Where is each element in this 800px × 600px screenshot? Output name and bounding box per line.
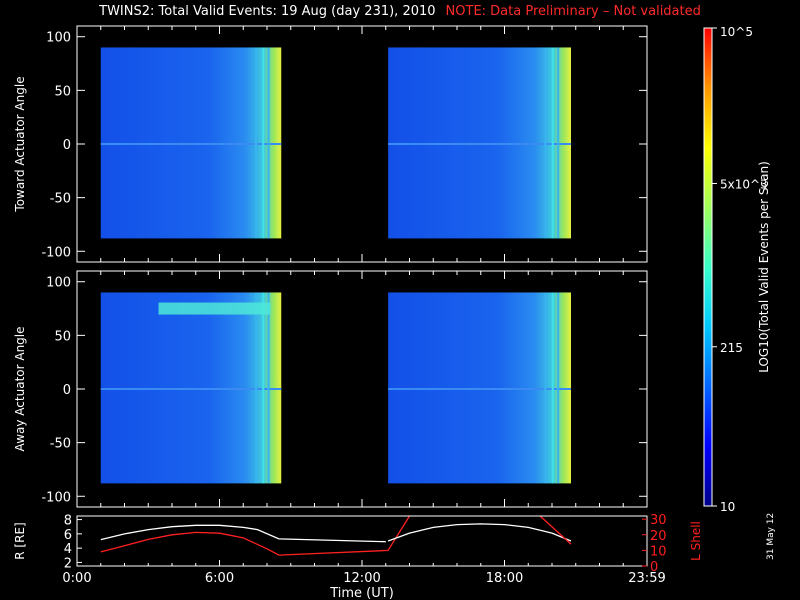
y-axis-label: Away Actuator Angle xyxy=(13,326,27,451)
l-shell-series-2 xyxy=(100,516,411,556)
y-tick-label: -50 xyxy=(50,192,71,207)
r-series-1 xyxy=(100,524,386,543)
data-block-1 xyxy=(100,47,282,239)
y-tick-label: -100 xyxy=(41,490,71,505)
orbit-lines xyxy=(100,516,572,556)
y-tick-label: 50 xyxy=(54,84,71,99)
y-tick-label: 0 xyxy=(63,383,71,398)
l-shell-axis-label: L Shell xyxy=(689,521,703,561)
l-tick-label: 10 xyxy=(650,544,667,559)
r-tick-label: 8 xyxy=(64,514,72,529)
r-tick-label: 4 xyxy=(64,542,72,557)
date-stamp: 31 May 12 xyxy=(766,512,776,560)
colorbar-tick-label: 10^5 xyxy=(720,25,753,39)
x-tick-label: 0:00 xyxy=(62,571,91,586)
l-tick-label: 30 xyxy=(650,513,667,528)
l-tick-label: 0 xyxy=(650,560,658,575)
colorbar-tick-label: 5x10^3 xyxy=(720,177,768,191)
x-tick-label: 23:59 xyxy=(628,571,665,586)
data-block-2 xyxy=(388,292,571,484)
y-tick-label: 100 xyxy=(46,276,71,291)
r-tick-label: 2 xyxy=(64,556,72,571)
data-block-1 xyxy=(100,292,282,484)
colorbar-label: LOG10(Total Valid Events per Scan) xyxy=(757,161,771,373)
chart-title: TWINS2: Total Valid Events: 19 Aug (day … xyxy=(0,4,800,19)
high-count-band xyxy=(158,302,271,315)
r-series-3 xyxy=(387,523,572,542)
l-tick-label: 20 xyxy=(650,529,667,544)
colorbar: 10 215 5x10^3 10^5 LOG10(Total Valid Events … xyxy=(703,25,771,514)
x-tick-label: 6:00 xyxy=(205,571,234,586)
y-tick-label: 50 xyxy=(54,329,71,344)
r-tick-label: 6 xyxy=(64,528,72,543)
x-tick-label: 12:00 xyxy=(343,571,380,586)
colorbar-tick-label: 10 xyxy=(720,500,735,514)
y-tick-label: -50 xyxy=(50,437,71,452)
title-main: TWINS2: Total Valid Events: 19 Aug (day … xyxy=(99,4,436,19)
l-shell-series-4 xyxy=(539,516,572,545)
r-axis-label: R [RE] xyxy=(13,522,27,559)
toward-panel: 100 50 0 -50 -100 Toward Actuator Angle xyxy=(13,25,648,263)
data-block-2 xyxy=(388,47,571,239)
x-axis-label: Time (UT) xyxy=(329,586,394,600)
colorbar-tick-label: 215 xyxy=(720,341,743,355)
away-panel: 100 50 0 -50 -100 Away Actuator Angle xyxy=(13,270,648,508)
colorbar-gradient xyxy=(703,27,713,507)
y-tick-label: 0 xyxy=(63,138,71,153)
y-tick-label: 100 xyxy=(46,31,71,46)
y-axis-label: Toward Actuator Angle xyxy=(13,76,27,212)
y-tick-label: -100 xyxy=(41,245,71,260)
title-note: NOTE: Data Preliminary – Not validated xyxy=(445,4,701,19)
x-tick-label: 18:00 xyxy=(486,571,523,586)
